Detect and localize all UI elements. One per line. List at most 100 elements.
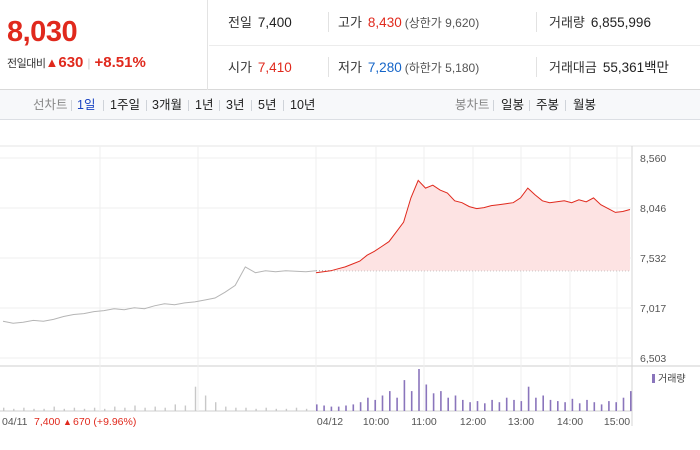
stat-value: 7,400 <box>257 15 292 30</box>
volume-bar-today <box>447 397 449 411</box>
y-tick-label: 8,046 <box>640 203 666 215</box>
period-tab-5y[interactable]: 5년 <box>258 98 277 112</box>
stat-unit: 백만 <box>644 60 669 75</box>
price-box: 8,030 전일대비▲630 | +8.51% <box>0 0 208 90</box>
candle-tab-monthly[interactable]: 월봉 <box>573 98 597 112</box>
candle-tab-daily[interactable]: 일봉 <box>501 98 525 112</box>
period-divider <box>251 100 252 111</box>
current-price: 8,030 <box>7 16 78 48</box>
volume-bar-prev <box>73 407 76 411</box>
period-divider <box>146 100 147 111</box>
chart-grid <box>0 145 700 426</box>
y-tick-label: 7,017 <box>640 303 666 315</box>
price-lines <box>2 179 631 324</box>
volume-bar-prev <box>154 406 156 411</box>
volume-bar-today <box>337 406 340 411</box>
volume-bar-prev <box>215 402 217 411</box>
stat-high: 고가 8,430 (상한가 9,620) <box>338 0 479 45</box>
volume-bar-today <box>542 395 544 411</box>
volume-bar-prev <box>23 407 25 411</box>
stats-col-divider <box>536 57 537 77</box>
candle-tab-weekly[interactable]: 주봉 <box>536 98 560 112</box>
volume-bar-today <box>440 391 442 411</box>
period-divider <box>219 100 220 111</box>
y-axis-labels: 8,560 8,046 7,532 7,017 6,503 거래량 <box>640 153 686 385</box>
volume-bar-today <box>454 395 457 411</box>
x-tick-label: 14:00 <box>557 416 583 428</box>
period-tab-3m[interactable]: 3개월 <box>152 98 182 112</box>
volume-bar-prev <box>83 408 86 411</box>
volume-bar-prev <box>245 407 247 411</box>
y-tick-label: 6,503 <box>640 353 666 365</box>
stat-prev-close: 전일 7,400 <box>228 0 292 45</box>
period-divider <box>493 100 494 111</box>
volume-bar-prev <box>93 407 96 411</box>
period-tab-10y[interactable]: 10년 <box>290 98 316 112</box>
prev-day-close-label: 7,400 <box>34 416 60 428</box>
volume-bar-prev <box>235 407 237 411</box>
stat-label: 전일 <box>228 15 252 30</box>
volume-bar-today <box>323 405 325 411</box>
period-tab-3y[interactable]: 3년 <box>226 98 245 112</box>
volume-bar-today <box>425 384 428 411</box>
volume-bar-today <box>571 398 574 411</box>
volume-bar-prev <box>164 407 166 411</box>
prev-day-price-line <box>2 266 317 324</box>
volume-bar-today <box>462 399 464 411</box>
stat-amount: 거래대금 55,361백만 <box>549 45 669 90</box>
prev-day-date-label: 04/11 <box>2 416 28 428</box>
volume-bar-today <box>316 404 318 411</box>
stat-label: 시가 <box>228 60 252 75</box>
volume-bar-prev <box>104 408 106 411</box>
volume-bar-prev <box>275 408 277 411</box>
volume-bar-today <box>345 405 347 411</box>
volume-bar-prev <box>194 386 197 411</box>
stats-col-divider <box>536 12 537 32</box>
x-tick-label: 04/12 <box>317 416 343 428</box>
period-divider <box>71 100 72 111</box>
volume-bar-today <box>593 402 596 411</box>
volume-bar-prev <box>3 407 5 411</box>
volume-bar-prev <box>305 408 308 411</box>
stat-low: 저가 7,280 (하한가 5,180) <box>338 45 479 90</box>
volume-bar-today <box>432 393 435 411</box>
volume-bar-prev <box>144 407 146 411</box>
volume-bar-prev <box>225 406 227 411</box>
volume-bar-today <box>410 391 413 411</box>
volume-bar-today <box>498 402 501 411</box>
stat-label: 저가 <box>338 60 362 75</box>
volume-bar-today <box>564 402 566 411</box>
up-arrow-icon: ▲ <box>45 55 59 70</box>
price-chart: 8,560 8,046 7,532 7,017 6,503 거래량 04/11 7,400 ▲… <box>0 121 700 450</box>
stat-label: 거래량 <box>549 15 585 30</box>
volume-bar-today <box>520 401 523 411</box>
stats-col-divider <box>328 57 329 77</box>
volume-bar-today <box>630 391 632 411</box>
prev-day-change-label: 670 (+9.96%) <box>73 416 136 428</box>
stats-row-divider <box>209 45 700 46</box>
stat-value: 8,430 <box>367 15 402 30</box>
volume-bar-today <box>586 399 588 411</box>
prev-day-up-arrow-icon: ▲ <box>63 417 72 427</box>
period-tab-1y[interactable]: 1년 <box>195 98 214 112</box>
volume-bar-prev <box>13 408 15 411</box>
volume-bar-prev <box>184 405 187 411</box>
volume-bar-prev <box>43 408 45 411</box>
y-tick-label: 7,532 <box>640 253 666 265</box>
today-price-area <box>316 180 630 271</box>
volume-bar-today <box>476 401 479 411</box>
volume-bar-today <box>491 399 493 411</box>
x-tick-label: 15:00 <box>604 416 630 428</box>
volume-bar-prev <box>174 404 176 411</box>
x-tick-label: 10:00 <box>363 416 389 428</box>
volume-bar-today <box>374 399 376 411</box>
volume-bar-today <box>622 397 625 411</box>
volume-bar-prev <box>53 406 55 411</box>
period-divider <box>529 100 530 111</box>
period-tab-1d[interactable]: 1일 <box>77 98 96 112</box>
period-tab-1w[interactable]: 1주일 <box>110 98 140 112</box>
candle-chart-label: 봉차트 <box>455 98 490 112</box>
volume-bar-prev <box>114 406 116 411</box>
change-amount: 630 <box>58 54 84 71</box>
period-divider <box>188 100 189 111</box>
